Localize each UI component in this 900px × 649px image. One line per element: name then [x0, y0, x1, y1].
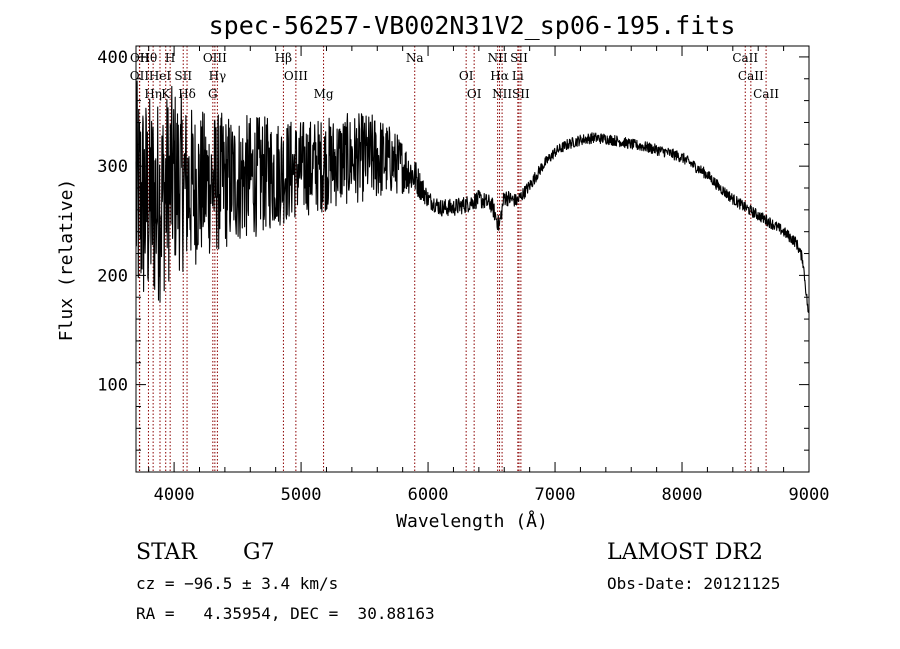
x-tick-label: 5000: [281, 485, 322, 505]
line-label: Hγ: [209, 69, 227, 83]
x-tick-label: 4000: [154, 485, 195, 505]
y-axis-ticks: 100 200 300 400: [97, 48, 809, 451]
y-axis-label: Flux (relative): [56, 179, 77, 342]
y-tick-label: 200: [97, 266, 128, 286]
line-label: NII: [492, 87, 512, 101]
x-tick-label: 7000: [535, 485, 576, 505]
spectral-line-labels: HθOIIHηOIIHeIKHSIIHδOIIIHγGHβOIIIMgNaOIO…: [130, 51, 779, 101]
spectrum-line: [135, 80, 810, 313]
line-label: SII: [510, 51, 528, 65]
line-label: NII: [488, 51, 508, 65]
line-label: OIII: [284, 69, 308, 83]
line-label: OI: [467, 87, 482, 101]
line-label: CaII: [738, 69, 764, 83]
redshift-text: cz = −96.5 ± 3.4 km/s: [136, 574, 338, 593]
y-tick-label: 300: [97, 157, 128, 177]
x-tick-label: 8000: [662, 485, 703, 505]
line-label: SII: [174, 69, 192, 83]
line-label: Na: [406, 51, 424, 65]
line-label: G: [208, 87, 218, 101]
subclass: G7: [243, 540, 275, 565]
line-label: Hδ: [178, 87, 196, 101]
spectral-line-markers: [138, 46, 767, 472]
line-label: K: [161, 87, 171, 101]
line-label: OI: [459, 69, 474, 83]
x-axis-label: Wavelength (Å): [396, 510, 548, 532]
line-label: Mg: [314, 87, 334, 101]
x-tick-label: 9000: [789, 485, 830, 505]
line-label: Hθ: [140, 51, 158, 65]
x-tick-label: 6000: [408, 485, 449, 505]
line-label: H: [165, 51, 175, 65]
line-label: HeI: [149, 69, 172, 83]
line-label: OIII: [203, 51, 227, 65]
line-label: SII: [512, 87, 530, 101]
line-label: CaII: [753, 87, 779, 101]
line-label: Hα: [490, 69, 509, 83]
line-label: CaII: [732, 51, 758, 65]
line-label: Hβ: [275, 51, 292, 65]
plot-frame: [135, 45, 810, 473]
line-label: OII: [130, 69, 150, 83]
chart-title: spec-56257-VB002N31V2_sp06-195.fits: [209, 11, 736, 40]
line-label: Li: [512, 69, 524, 83]
line-label: Hη: [144, 87, 162, 101]
y-tick-label: 100: [97, 376, 128, 396]
line-label: OII: [130, 51, 150, 65]
obs-date: Obs-Date: 20121125: [607, 574, 780, 593]
survey-name: LAMOST DR2: [607, 540, 763, 565]
coordinates: RA = 4.35954, DEC = 30.88163: [136, 604, 435, 623]
object-class: STAR: [136, 540, 198, 565]
y-tick-label: 400: [97, 48, 128, 68]
x-axis-ticks: 4000 5000 6000 7000 8000 9000: [148, 46, 830, 505]
